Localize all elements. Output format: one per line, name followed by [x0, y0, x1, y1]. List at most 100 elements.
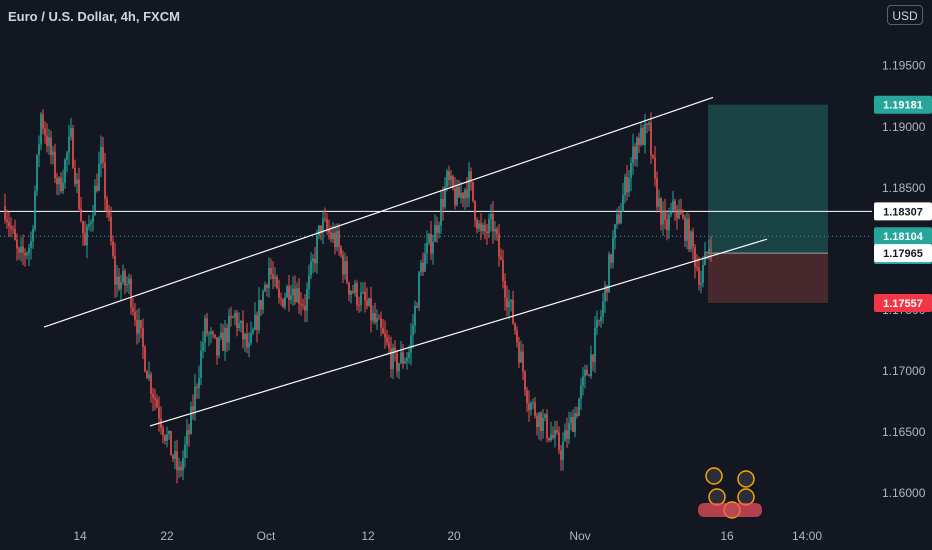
candle [20, 237, 22, 262]
candle-body [592, 354, 594, 362]
candle-body [62, 182, 64, 192]
candle-body [700, 282, 702, 285]
x-tick-label: 12 [361, 529, 375, 543]
candle [12, 225, 14, 235]
candle [568, 411, 570, 445]
channel-upper-line[interactable] [43, 96, 714, 328]
candle [498, 223, 500, 267]
candle-body [666, 219, 668, 231]
candle [478, 220, 480, 232]
candle-body [296, 288, 298, 303]
candle-body [56, 178, 58, 185]
candle [592, 354, 594, 372]
candle-body [596, 320, 598, 328]
candle-body [346, 261, 348, 283]
candle-body [330, 232, 332, 240]
price-label[interactable]: 1.18307 [874, 202, 932, 221]
candle [126, 276, 128, 293]
candle [658, 189, 660, 211]
candle-body [130, 278, 132, 308]
candle-body [464, 189, 466, 199]
candle [64, 157, 66, 190]
price-label[interactable]: 1.17557 [874, 294, 932, 313]
candle [90, 219, 92, 232]
y-tick-label: 1.18500 [882, 181, 926, 195]
candle-body [608, 254, 610, 293]
candle-body [678, 209, 680, 219]
candle-body [158, 407, 160, 419]
candle-body [390, 348, 392, 370]
target-zone[interactable] [708, 104, 828, 254]
candle [480, 213, 482, 241]
candle [558, 426, 560, 455]
candle-body [92, 215, 94, 223]
candle-body [614, 224, 616, 239]
candle-body [474, 200, 476, 221]
candle [270, 258, 272, 280]
candle-body [690, 231, 692, 250]
candle-body [150, 374, 152, 394]
candle-body [618, 214, 620, 224]
candle-body [238, 323, 240, 328]
candle [662, 201, 664, 236]
candle [176, 439, 178, 484]
candle [684, 214, 686, 248]
candle-body [358, 304, 360, 306]
candle-body [468, 171, 470, 198]
candle-body [50, 137, 52, 155]
currency-button[interactable]: USD [887, 5, 923, 25]
candle [288, 275, 290, 312]
candle-body [302, 304, 304, 306]
candle-body [524, 371, 526, 391]
economic-event-icon[interactable] [737, 470, 755, 488]
candle-body [222, 332, 224, 351]
candle-body [570, 417, 572, 424]
candle [148, 361, 150, 382]
candle-body [536, 415, 538, 428]
candle [354, 279, 356, 297]
candle-body [572, 417, 574, 433]
candle [298, 278, 300, 314]
candle-body [388, 342, 390, 349]
candle-body [38, 144, 40, 155]
y-tick-label: 1.16000 [882, 486, 926, 500]
candle-body [436, 225, 438, 233]
candle-body [128, 278, 130, 285]
candle [142, 318, 144, 360]
candle [470, 167, 472, 191]
candle-body [110, 216, 112, 242]
candle [18, 246, 20, 260]
price-label[interactable]: 1.17965 [874, 244, 932, 263]
channel-lower-line[interactable] [149, 238, 768, 427]
flag-icon[interactable] [698, 503, 762, 517]
candle-body [344, 261, 346, 275]
economic-event-icon[interactable] [708, 488, 726, 506]
candle-body [144, 346, 146, 372]
candle [406, 352, 408, 370]
economic-event-icon[interactable] [705, 467, 723, 485]
candle-body [554, 430, 556, 438]
candle-body [534, 402, 536, 416]
candle-body [418, 272, 420, 308]
candle-body [530, 403, 532, 410]
candle [180, 461, 182, 478]
candle-body [538, 412, 540, 428]
candle-body [528, 403, 530, 410]
economic-event-icon[interactable] [737, 488, 755, 506]
candle [460, 181, 462, 204]
candle [692, 227, 694, 260]
candle [484, 219, 486, 240]
price-label-text: 1.18307 [883, 206, 923, 218]
candle-body [164, 435, 166, 441]
candle [640, 123, 642, 147]
candle [202, 331, 204, 359]
candle [398, 362, 400, 379]
stop-zone[interactable] [708, 253, 828, 304]
candle [578, 397, 580, 417]
candle [680, 198, 682, 215]
candle-body [420, 262, 422, 273]
price-label[interactable]: 1.19181 [874, 95, 932, 114]
price-label[interactable]: 1.18104 [874, 227, 932, 246]
